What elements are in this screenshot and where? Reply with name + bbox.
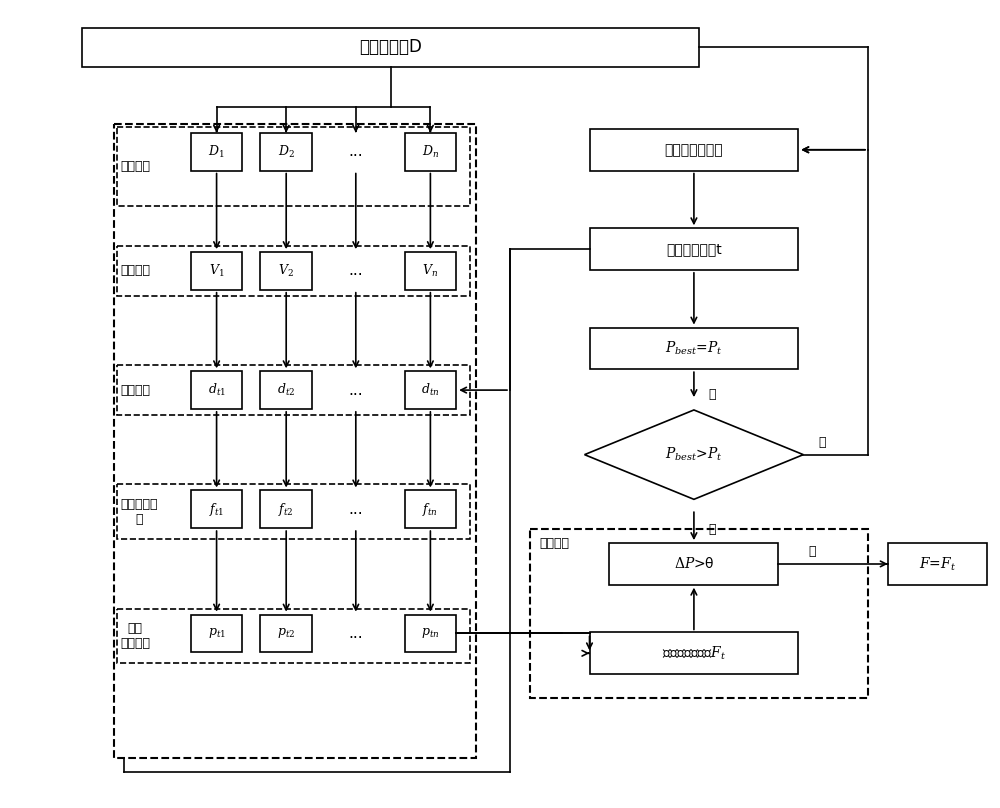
Text: 计算
分类效果: 计算 分类效果: [120, 622, 150, 650]
Bar: [117, 365, 470, 415]
Bar: [191, 615, 242, 652]
Text: $f_{tn}$: $f_{tn}$: [422, 501, 438, 518]
Text: ...: ...: [348, 383, 363, 398]
Text: $D_2$: $D_2$: [278, 144, 295, 160]
Bar: [260, 490, 312, 528]
Bar: [590, 129, 798, 170]
Text: ...: ...: [348, 626, 363, 641]
Text: 否: 否: [818, 436, 826, 449]
Bar: [260, 371, 312, 409]
Text: $V_1$: $V_1$: [209, 263, 224, 279]
Text: 进入下一轮迭代: 进入下一轮迭代: [665, 143, 723, 157]
Bar: [609, 543, 778, 585]
Text: $D_n$: $D_n$: [422, 144, 439, 160]
Text: 是: 是: [709, 388, 716, 401]
Bar: [117, 127, 470, 206]
Text: $F$=$F_t$: $F$=$F_t$: [919, 555, 956, 573]
Text: 训练弱分类
器: 训练弱分类 器: [120, 498, 158, 526]
Text: $V_n$: $V_n$: [422, 263, 438, 279]
Bar: [405, 615, 456, 652]
Bar: [260, 615, 312, 652]
Text: 样本划分: 样本划分: [120, 160, 150, 173]
Text: ...: ...: [348, 263, 363, 279]
Text: ...: ...: [348, 145, 363, 159]
Text: 生成集成分类器$F_t$: 生成集成分类器$F_t$: [662, 645, 726, 662]
Bar: [590, 633, 798, 674]
Bar: [191, 490, 242, 528]
Text: 否: 否: [808, 545, 816, 558]
Bar: [191, 252, 242, 290]
Bar: [260, 133, 312, 170]
Text: 选择过程: 选择过程: [540, 537, 570, 549]
Bar: [405, 371, 456, 409]
Bar: [117, 608, 470, 663]
Text: 更新采样概率t: 更新采样概率t: [666, 242, 722, 256]
Bar: [405, 252, 456, 290]
Bar: [114, 124, 476, 758]
Text: 是: 是: [709, 523, 716, 536]
Bar: [590, 327, 798, 369]
Bar: [260, 252, 312, 290]
Bar: [405, 133, 456, 170]
Text: 均衡采样: 均衡采样: [120, 384, 150, 397]
Polygon shape: [585, 410, 803, 499]
Bar: [530, 529, 868, 698]
Bar: [191, 371, 242, 409]
Text: $p_{t2}$: $p_{t2}$: [277, 626, 295, 641]
Bar: [117, 246, 470, 296]
Text: $P_{best}$=$P_t$: $P_{best}$=$P_t$: [665, 339, 723, 357]
Text: $V_2$: $V_2$: [278, 263, 294, 279]
Bar: [82, 27, 699, 67]
Bar: [888, 543, 987, 585]
Text: $d_{t2}$: $d_{t2}$: [277, 382, 295, 398]
Text: $d_{t1}$: $d_{t1}$: [208, 382, 226, 398]
Text: 样本训练集D: 样本训练集D: [359, 39, 422, 57]
Bar: [191, 133, 242, 170]
Text: $P_{best}$>$P_t$: $P_{best}$>$P_t$: [665, 446, 723, 463]
Text: 特征选择: 特征选择: [120, 264, 150, 277]
Bar: [117, 485, 470, 539]
Text: $f_{t1}$: $f_{t1}$: [209, 501, 224, 518]
Bar: [405, 490, 456, 528]
Text: $p_{tn}$: $p_{tn}$: [421, 626, 440, 641]
Bar: [590, 228, 798, 270]
Text: $d_{tn}$: $d_{tn}$: [421, 382, 440, 398]
Text: $f_{t2}$: $f_{t2}$: [278, 501, 294, 518]
Text: ...: ...: [348, 502, 363, 517]
Text: $p_{t1}$: $p_{t1}$: [208, 626, 226, 641]
Text: $D_1$: $D_1$: [208, 144, 225, 160]
Text: $\Delta P$>θ: $\Delta P$>θ: [674, 557, 714, 571]
